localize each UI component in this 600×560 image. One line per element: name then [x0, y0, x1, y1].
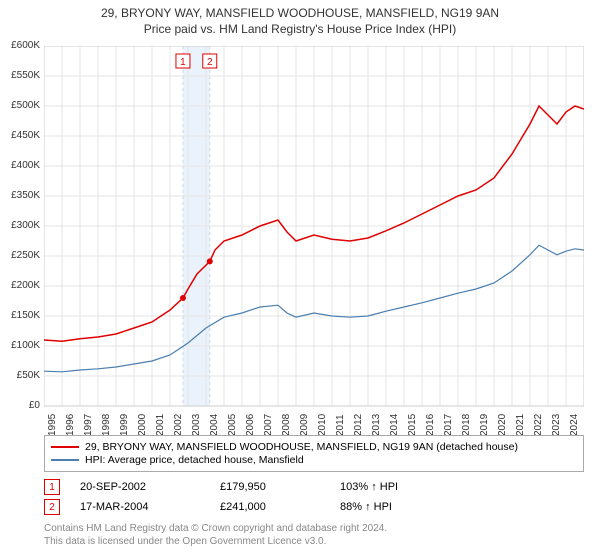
x-tick-label: 2019: [479, 414, 490, 436]
x-tick-label: 2011: [335, 414, 346, 436]
x-tick-label: 2022: [533, 414, 544, 436]
svg-text:1: 1: [180, 57, 186, 68]
y-tick-label: £100K: [2, 340, 40, 351]
y-tick-label: £550K: [2, 70, 40, 81]
x-tick-label: 2018: [461, 414, 472, 436]
x-tick-label: 2009: [299, 414, 310, 436]
y-tick-label: £600K: [2, 40, 40, 51]
x-tick-label: 2005: [227, 414, 238, 436]
sale-date-2: 17-MAR-2004: [80, 501, 220, 513]
x-tick-label: 2017: [443, 414, 454, 436]
sale-date-1: 20-SEP-2002: [80, 481, 220, 493]
x-tick-label: 2020: [497, 414, 508, 436]
x-tick-label: 2008: [281, 414, 292, 436]
legend-swatch-2: [51, 459, 79, 461]
y-tick-label: £200K: [2, 280, 40, 291]
x-tick-label: 2002: [173, 414, 184, 436]
legend-label-2: HPI: Average price, detached house, Mans…: [85, 454, 304, 466]
svg-text:2: 2: [207, 57, 213, 68]
x-tick-label: 2000: [137, 414, 148, 436]
x-tick-label: 2006: [245, 414, 256, 436]
x-tick-label: 2014: [389, 414, 400, 436]
y-tick-label: £450K: [2, 130, 40, 141]
chart-title: 29, BRYONY WAY, MANSFIELD WOODHOUSE, MAN…: [0, 0, 600, 37]
sale-price-2: £241,000: [220, 501, 340, 513]
y-tick-label: £0: [2, 400, 40, 411]
y-tick-label: £300K: [2, 220, 40, 231]
x-tick-label: 2001: [155, 414, 166, 436]
sale-row-2: 2 17-MAR-2004 £241,000 88% ↑ HPI: [44, 499, 584, 515]
x-tick-label: 2012: [353, 414, 364, 436]
footer-line2: This data is licensed under the Open Gov…: [44, 535, 584, 548]
sale-row-1: 1 20-SEP-2002 £179,950 103% ↑ HPI: [44, 479, 584, 495]
x-tick-label: 1999: [119, 414, 130, 436]
x-tick-label: 2023: [551, 414, 562, 436]
y-tick-label: £250K: [2, 250, 40, 261]
x-tick-label: 1998: [101, 414, 112, 436]
x-tick-label: 2015: [407, 414, 418, 436]
sale-pct-2: 88% ↑ HPI: [340, 501, 480, 513]
legend-box: 29, BRYONY WAY, MANSFIELD WOODHOUSE, MAN…: [44, 435, 584, 472]
x-tick-label: 2007: [263, 414, 274, 436]
sale-pct-1: 103% ↑ HPI: [340, 481, 480, 493]
title-line1: 29, BRYONY WAY, MANSFIELD WOODHOUSE, MAN…: [0, 6, 600, 22]
x-tick-label: 2024: [569, 414, 580, 436]
chart-svg: 12: [44, 46, 584, 426]
title-line2: Price paid vs. HM Land Registry's House …: [0, 22, 600, 38]
x-tick-label: 2003: [191, 414, 202, 436]
y-tick-label: £150K: [2, 310, 40, 321]
footer-attribution: Contains HM Land Registry data © Crown c…: [44, 522, 584, 548]
sale-marker-1: 1: [44, 479, 60, 495]
y-tick-label: £50K: [2, 370, 40, 381]
x-tick-label: 2010: [317, 414, 328, 436]
sale-price-1: £179,950: [220, 481, 340, 493]
x-tick-label: 1995: [47, 414, 58, 436]
x-tick-label: 2013: [371, 414, 382, 436]
sale-marker-2: 2: [44, 499, 60, 515]
chart-area: 12: [44, 46, 584, 426]
sales-table: 1 20-SEP-2002 £179,950 103% ↑ HPI 2 17-M…: [44, 475, 584, 519]
x-tick-label: 2016: [425, 414, 436, 436]
x-tick-label: 2021: [515, 414, 526, 436]
legend-label-1: 29, BRYONY WAY, MANSFIELD WOODHOUSE, MAN…: [85, 441, 518, 453]
legend-row-2: HPI: Average price, detached house, Mans…: [51, 454, 577, 466]
x-tick-label: 2004: [209, 414, 220, 436]
legend-row-1: 29, BRYONY WAY, MANSFIELD WOODHOUSE, MAN…: [51, 441, 577, 453]
footer-line1: Contains HM Land Registry data © Crown c…: [44, 522, 584, 535]
y-tick-label: £350K: [2, 190, 40, 201]
x-tick-label: 1996: [65, 414, 76, 436]
y-tick-label: £400K: [2, 160, 40, 171]
legend-swatch-1: [51, 446, 79, 448]
y-tick-label: £500K: [2, 100, 40, 111]
x-tick-label: 1997: [83, 414, 94, 436]
